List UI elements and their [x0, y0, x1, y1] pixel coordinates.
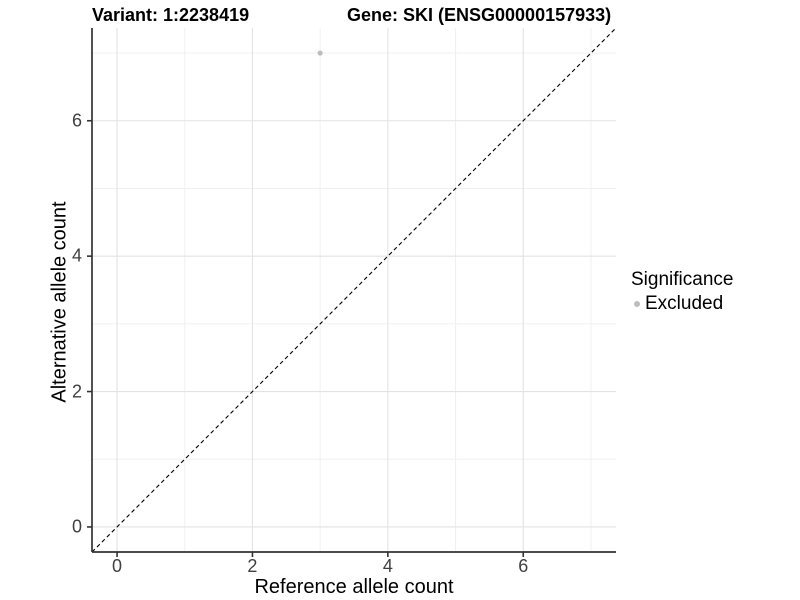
identity-reference-line	[91, 27, 617, 553]
data-point	[317, 50, 323, 56]
x-tick-label: 6	[518, 556, 529, 576]
plot-title-gene: Gene: SKI (ENSG00000157933)	[347, 5, 612, 25]
legend-point-swatch	[634, 301, 640, 307]
x-tick-label: 4	[382, 556, 393, 576]
plot-title-variant: Variant: 1:2238419	[92, 5, 250, 25]
y-axis-title: Alternative allele count	[48, 201, 71, 403]
y-tick-label: 4	[71, 245, 82, 266]
x-tick-label: 2	[247, 556, 258, 576]
x-tick-label: 0	[112, 556, 123, 576]
y-tick-label: 0	[71, 516, 82, 537]
y-tick-label: 6	[71, 110, 82, 131]
x-axis-title: Reference allele count	[254, 576, 454, 598]
y-tick-label: 2	[71, 381, 82, 402]
legend: Significance Excluded	[631, 269, 733, 315]
legend-title: Significance	[631, 269, 734, 290]
legend-item-excluded: Excluded	[634, 293, 733, 315]
legend-item-label: Excluded	[645, 293, 724, 314]
